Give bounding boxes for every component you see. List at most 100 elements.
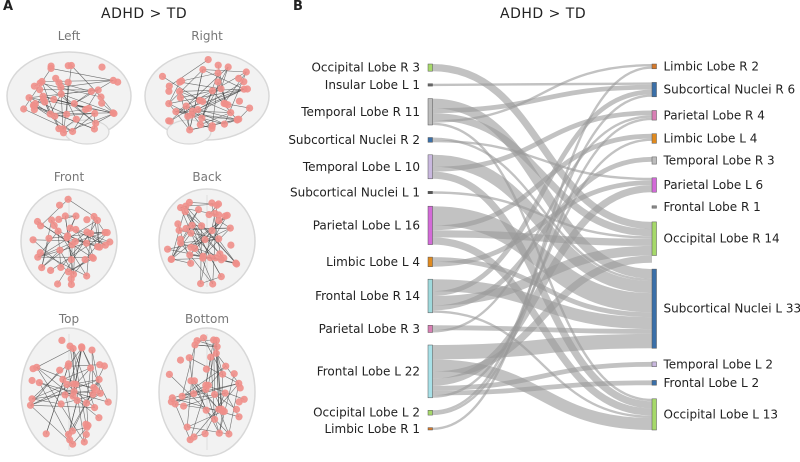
sankey-node-right xyxy=(651,133,657,144)
connection-edge xyxy=(40,252,87,277)
brain-node xyxy=(198,114,206,122)
brain-node xyxy=(217,256,225,264)
brain-node xyxy=(64,195,72,203)
brain-node xyxy=(168,394,176,402)
brain-node xyxy=(87,229,95,237)
brain-node xyxy=(64,62,72,70)
connection-edge xyxy=(73,232,108,275)
sankey-node-left xyxy=(427,205,433,245)
brain-node xyxy=(54,280,62,288)
brain-node xyxy=(171,400,179,408)
brain-node xyxy=(54,227,62,235)
brain-node xyxy=(50,95,58,104)
brain-node xyxy=(188,221,196,229)
brain-node xyxy=(63,380,71,388)
brain-node xyxy=(164,245,172,253)
brain-node xyxy=(206,254,214,262)
brain-node xyxy=(194,206,203,214)
brain-node xyxy=(207,353,215,361)
sankey-node-label-left: Subcortical Nuclei L 1 xyxy=(290,186,420,200)
brain-node xyxy=(219,370,227,378)
connection-edge xyxy=(33,239,110,243)
brain-node xyxy=(61,212,69,220)
brain-node xyxy=(66,224,74,232)
brain-node xyxy=(98,63,106,71)
sankey-link xyxy=(432,310,653,418)
brain-node xyxy=(57,90,65,98)
view-label-front: Front xyxy=(53,170,85,184)
sankey-node-right xyxy=(651,63,657,70)
brain-node xyxy=(185,198,193,206)
sankey-node-right xyxy=(651,177,657,193)
brain-node xyxy=(213,343,221,351)
brain-node xyxy=(88,346,96,354)
sankey-node-left xyxy=(427,256,433,267)
sankey-node-label-right: Subcortical Nuclei R 6 xyxy=(664,83,796,97)
brain-node xyxy=(177,239,185,247)
sankey-node-label-left: Parietal Lobe L 16 xyxy=(313,218,420,232)
brain-node xyxy=(57,400,65,408)
sankey-link xyxy=(432,133,653,231)
sankey-node-left xyxy=(427,427,433,431)
brain-node xyxy=(220,120,228,128)
brain-node xyxy=(233,115,241,124)
connection-edge xyxy=(50,112,114,115)
panel-a-title: ADHD > TD xyxy=(101,6,188,22)
sankey-node-label-left: Occipital Lobe L 2 xyxy=(313,406,420,420)
brain-node xyxy=(235,413,243,421)
brain-node xyxy=(187,243,195,251)
brain-node xyxy=(83,423,91,431)
brain-node xyxy=(182,102,190,110)
connection-edge xyxy=(189,389,207,440)
brain-node xyxy=(59,375,67,383)
brain-node xyxy=(91,109,99,117)
sankey-node-label-right: Parietal Lobe R 4 xyxy=(664,108,765,122)
sankey-node-left xyxy=(427,410,433,416)
connection-edge xyxy=(86,367,91,404)
connection-edge xyxy=(194,344,218,347)
view-label-top: Top xyxy=(58,312,80,326)
brain-node xyxy=(56,366,64,374)
sankey-node-right xyxy=(651,82,657,98)
brain-node xyxy=(214,78,222,86)
brain-node xyxy=(64,362,72,370)
brain-node xyxy=(96,361,104,369)
brain-node xyxy=(178,77,186,85)
sankey-node-label-right: Occipital Lobe R 14 xyxy=(664,232,780,246)
brain-node xyxy=(20,105,28,113)
brain-node xyxy=(217,85,225,93)
sankey-link xyxy=(432,185,653,386)
brain-node xyxy=(92,119,100,127)
brain-node xyxy=(58,336,66,344)
brain-view-bottom xyxy=(158,327,256,457)
brain-node xyxy=(208,87,216,95)
connection-edge xyxy=(169,59,209,87)
sankey-node-left xyxy=(427,344,433,399)
connection-edge xyxy=(223,71,247,104)
sankey-node-label-left: Subcortical Nuclei R 2 xyxy=(288,133,420,147)
sankey-node-label-right: Temporal Lobe R 3 xyxy=(663,154,775,168)
connection-edge xyxy=(72,113,95,132)
brain-node xyxy=(211,415,219,423)
connection-edge xyxy=(168,81,181,104)
brain-node xyxy=(66,436,74,444)
sankey-node-left xyxy=(427,137,433,143)
brain-node xyxy=(33,217,42,226)
brain-node xyxy=(201,236,209,244)
brain-node xyxy=(109,76,117,84)
brain-node xyxy=(34,253,42,261)
connection-edge xyxy=(200,112,231,125)
brain-node xyxy=(83,272,91,280)
brain-node xyxy=(61,391,69,399)
sankey-link xyxy=(432,245,653,306)
brain-node xyxy=(78,344,86,352)
brain-node xyxy=(220,99,228,107)
brain-node xyxy=(28,395,36,403)
sankey-node-label-right: Limbic Lobe R 2 xyxy=(664,59,760,73)
sankey-link xyxy=(432,66,653,430)
connection-edge xyxy=(205,339,214,386)
connection-edge xyxy=(190,232,217,259)
brain-node xyxy=(225,430,233,438)
sankey-link xyxy=(432,64,653,123)
